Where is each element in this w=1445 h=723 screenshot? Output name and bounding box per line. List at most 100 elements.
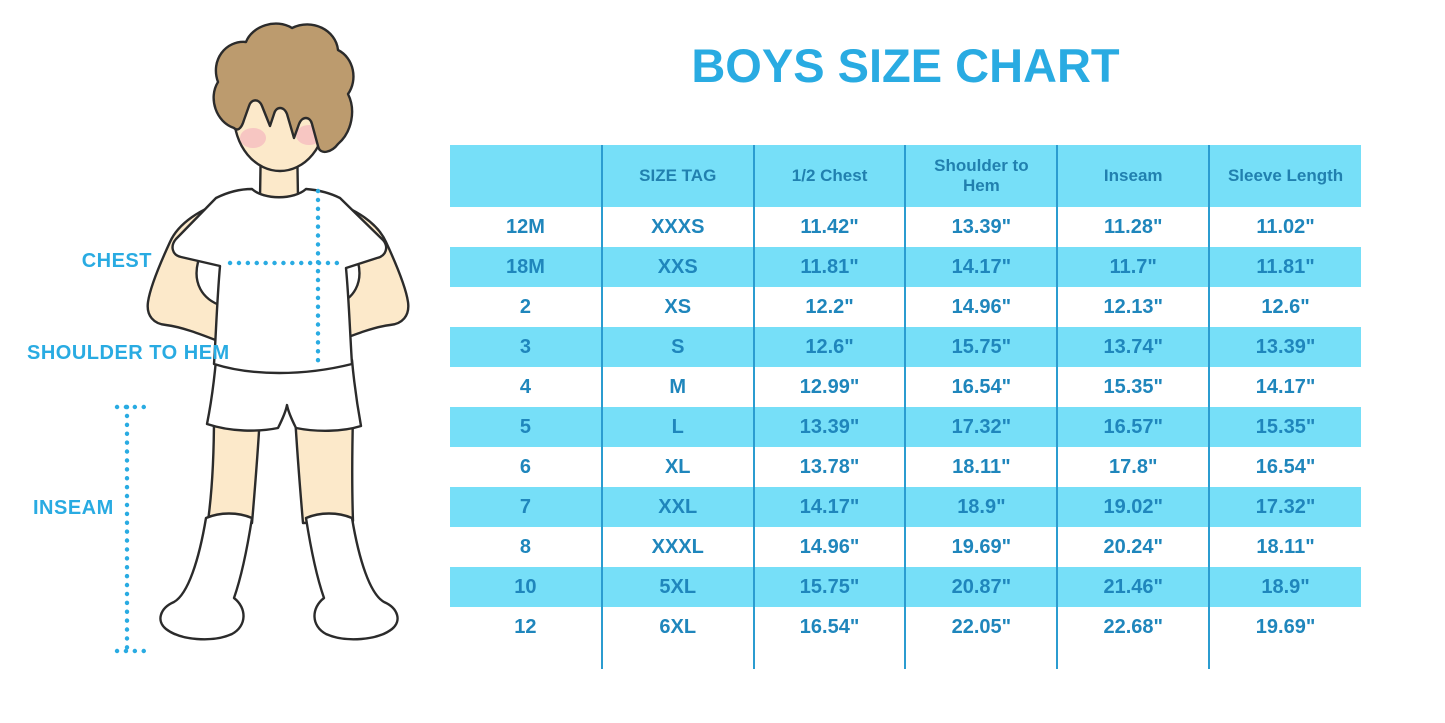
size-cell: 19.02" (1056, 487, 1210, 527)
size-row-18M: 18M XXS 11.81" 14.17" 11.7" 11.81" (450, 247, 1361, 287)
size-cell: 14.96" (904, 287, 1058, 327)
size-cell: 13.74" (1056, 327, 1210, 367)
size-row-3: 3 S 12.6" 15.75" 13.74" 13.39" (450, 327, 1361, 367)
size-cell: 11.81" (752, 247, 906, 287)
size-cell: 21.46" (1056, 567, 1210, 607)
column-header: Sleeve Length (1208, 145, 1361, 207)
size-cell: 13.39" (752, 407, 906, 447)
size-cell: 5XL (600, 567, 754, 607)
size-row-10: 10 5XL 15.75" 20.87" 21.46" 18.9" (450, 567, 1361, 607)
divider-extension-cell (450, 647, 602, 669)
column-header: Inseam (1056, 145, 1210, 207)
size-table-head: SIZE TAG 1/2 Chest Shoulder to Hem Inseam Sl… (450, 145, 1361, 207)
divider-extension-cell (600, 647, 754, 669)
size-row-6: 6 XL 13.78" 18.11" 17.8" 16.54" (450, 447, 1361, 487)
size-cell: 16.54" (1208, 447, 1361, 487)
size-cell: 12.6" (1208, 287, 1361, 327)
size-row-5: 5 L 13.39" 17.32" 16.57" 15.35" (450, 407, 1361, 447)
size-cell: 12 (450, 607, 602, 647)
size-cell: 13.39" (904, 207, 1058, 247)
size-row-12: 12 6XL 16.54" 22.05" 22.68" 19.69" (450, 607, 1361, 647)
size-cell: 7 (450, 487, 602, 527)
size-cell: 18.11" (1208, 527, 1361, 567)
size-cell: 20.24" (1056, 527, 1210, 567)
size-row-7: 7 XXL 14.17" 18.9" 19.02" 17.32" (450, 487, 1361, 527)
size-cell: 8 (450, 527, 602, 567)
size-cell: 15.35" (1056, 367, 1210, 407)
divider-extension-cell (752, 647, 906, 669)
size-cell: 11.81" (1208, 247, 1361, 287)
column-header-text: Sleeve Length (1227, 165, 1344, 185)
boy-left-sock (159, 512, 254, 641)
size-cell: 20.87" (904, 567, 1058, 607)
size-cell: 14.17" (904, 247, 1058, 287)
page-title: BOYS SIZE CHART (691, 39, 1120, 92)
size-cell: 10 (450, 567, 602, 607)
size-cell: 16.54" (904, 367, 1058, 407)
chest-label: CHEST (81, 250, 152, 272)
size-cell: 18M (450, 247, 602, 287)
size-cell: XXXL (600, 527, 754, 567)
size-cell: 3 (450, 327, 602, 367)
boy-measurement-diagram: CHEST SHOULDER TO HEM INSEAM (0, 0, 450, 723)
size-row-12M: 12M XXXS 11.42" 13.39" 11.28" 11.02" (450, 207, 1361, 247)
size-cell: 6 (450, 447, 602, 487)
divider-extension-cell (904, 647, 1058, 669)
size-cell: 13.39" (1208, 327, 1361, 367)
divider-extension-cell (1208, 647, 1361, 669)
divider-extension-row (450, 647, 1361, 669)
size-cell: 19.69" (1208, 607, 1361, 647)
column-header-text: Shoulder to Hem (934, 155, 1029, 195)
size-cell: S (600, 327, 754, 367)
size-cell: XXS (600, 247, 754, 287)
column-header: Shoulder to Hem (904, 145, 1058, 207)
column-header: 1/2 Chest (752, 145, 906, 207)
size-cell: XL (600, 447, 754, 487)
size-cell: 12.6" (752, 327, 906, 367)
column-header-text: 1/2 Chest (791, 165, 868, 185)
size-cell: XS (600, 287, 754, 327)
size-cell: 14.17" (1208, 367, 1361, 407)
size-cell: 17.32" (1208, 487, 1361, 527)
boy-tshirt (171, 187, 388, 375)
size-cell: 17.8" (1056, 447, 1210, 487)
header-row: SIZE TAG 1/2 Chest Shoulder to Hem Inseam Sl… (450, 145, 1361, 207)
size-cell: L (600, 407, 754, 447)
size-cell: 19.69" (904, 527, 1058, 567)
size-cell: 22.68" (1056, 607, 1210, 647)
column-header-text: Inseam (1103, 165, 1163, 185)
size-row-8: 8 XXXL 14.96" 19.69" 20.24" 18.11" (450, 527, 1361, 567)
inseam-label: INSEAM (33, 497, 114, 519)
size-cell: M (600, 367, 754, 407)
size-row-2: 2 XS 12.2" 14.96" 12.13" 12.6" (450, 287, 1361, 327)
size-cell: 18.9" (1208, 567, 1361, 607)
size-cell: 14.96" (752, 527, 906, 567)
boy-left-cheek (240, 128, 266, 148)
size-cell: 14.17" (752, 487, 906, 527)
column-header: SIZE TAG (600, 145, 754, 207)
size-cell: 18.9" (904, 487, 1058, 527)
size-cell: 16.57" (1056, 407, 1210, 447)
size-cell: 15.35" (1208, 407, 1361, 447)
size-cell: 12M (450, 207, 602, 247)
size-cell: 22.05" (904, 607, 1058, 647)
size-cell: 12.13" (1056, 287, 1210, 327)
shoulder-to-hem-label: SHOULDER TO HEM (27, 342, 230, 364)
size-cell: 2 (450, 287, 602, 327)
size-cell: 11.7" (1056, 247, 1210, 287)
size-cell: 16.54" (752, 607, 906, 647)
size-cell: 6XL (600, 607, 754, 647)
boy-right-sock (304, 512, 399, 641)
size-cell: XXL (600, 487, 754, 527)
size-cell: 11.02" (1208, 207, 1361, 247)
size-cell: 11.28" (1056, 207, 1210, 247)
size-row-4: 4 M 12.99" 16.54" 15.35" 14.17" (450, 367, 1361, 407)
size-cell: 18.11" (904, 447, 1058, 487)
size-table: SIZE TAG 1/2 Chest Shoulder to Hem Inseam Sl… (450, 145, 1361, 669)
size-cell: 15.75" (752, 567, 906, 607)
boy-hair (212, 22, 355, 154)
divider-extension-cell (1056, 647, 1210, 669)
size-cell: 11.42" (752, 207, 906, 247)
size-cell: 13.78" (752, 447, 906, 487)
